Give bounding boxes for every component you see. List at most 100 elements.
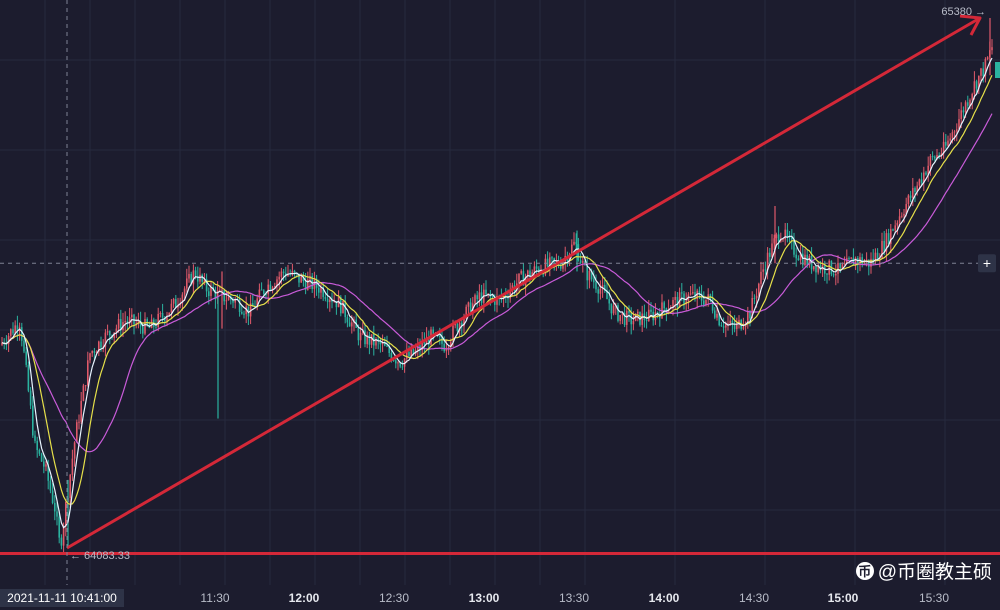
candle-body-436 (960, 110, 962, 120)
candle-body-287 (632, 320, 635, 325)
candle-body-53 (117, 319, 120, 329)
candle-body-14 (32, 405, 34, 436)
candle-body-101 (223, 290, 225, 302)
candle-body-136 (300, 276, 302, 283)
candle-body-2 (5, 344, 8, 346)
candle-body-236 (520, 271, 522, 274)
candle-body-159 (351, 322, 353, 327)
candle-body-320 (705, 299, 707, 305)
candle-body-147 (324, 297, 327, 299)
candle-body-90 (199, 274, 201, 282)
candle-body-294 (648, 309, 650, 321)
candle-body-116 (256, 298, 258, 308)
crosshair-time-text: 2021-11-11 10:41:00 (7, 591, 117, 605)
candle-body-157 (346, 317, 349, 323)
candle-body-31 (69, 474, 71, 498)
candle-body-68 (150, 319, 153, 328)
candle-body-3 (7, 335, 10, 345)
candle-body-26 (58, 516, 60, 538)
candle-body-437 (962, 110, 965, 113)
candle-body-424 (934, 156, 936, 159)
candle-body-202 (445, 348, 448, 352)
candle-body-247 (544, 258, 547, 275)
candle-body-231 (509, 291, 511, 299)
candle-body-95 (210, 287, 212, 296)
watermark-text: @币圈教主硕 (877, 562, 992, 583)
plus-icon-bg (978, 254, 996, 273)
candle-body-394 (868, 259, 870, 267)
candle-body-431 (949, 138, 951, 141)
candle-body-89 (197, 276, 199, 282)
candle-body-85 (188, 273, 190, 279)
candle-body-209 (461, 322, 463, 327)
candle-body-412 (907, 195, 910, 205)
candle-body-137 (302, 276, 305, 282)
ma-slow-line (1, 113, 993, 453)
candle-body-291 (641, 313, 643, 325)
candle-body-121 (267, 284, 269, 295)
crosshair: + (0, 0, 996, 585)
candle-body-367 (808, 255, 811, 265)
candle-body-369 (813, 266, 815, 270)
candle-body-166 (366, 334, 368, 345)
candle-body-44 (98, 341, 100, 352)
candle-body-274 (604, 284, 606, 291)
candle-body-204 (450, 341, 452, 348)
candle-body-388 (854, 257, 857, 265)
candle-body-19 (43, 461, 45, 467)
candle-body-58 (128, 317, 131, 323)
candle-body-337 (742, 326, 745, 329)
candle-body-445 (980, 68, 982, 76)
candle-body-428 (942, 141, 945, 154)
candle-body-208 (458, 322, 461, 331)
candle-body-250 (551, 257, 553, 259)
candle-body-448 (986, 57, 989, 59)
candle-body-419 (923, 172, 925, 183)
candle-body-184 (406, 352, 408, 359)
candle-body-396 (872, 258, 874, 262)
candle-body-199 (439, 336, 441, 338)
candle-body-370 (815, 266, 817, 273)
candle-body-363 (799, 253, 802, 261)
candle-body-120 (265, 293, 267, 295)
candle-body-266 (586, 265, 588, 281)
candle-body-275 (606, 290, 608, 300)
candle-body-324 (714, 310, 716, 318)
candle-body-249 (549, 257, 551, 267)
candle-body-421 (927, 165, 929, 175)
candle-body-43 (95, 351, 98, 353)
candle-body-174 (384, 343, 386, 346)
candle-body-400 (881, 241, 883, 258)
candle-body-402 (885, 233, 888, 252)
candle-body-416 (916, 185, 918, 192)
candle-body-52 (115, 328, 118, 333)
candle-body-40 (89, 353, 91, 361)
candle-body-82 (181, 294, 184, 304)
candle-body-360 (793, 239, 795, 255)
candle-body-150 (331, 299, 333, 302)
candle-body-413 (909, 195, 912, 198)
candle-body-422 (929, 156, 932, 166)
candle-body-401 (883, 241, 885, 252)
candle-body-293 (645, 319, 648, 321)
candle-body-106 (234, 299, 236, 303)
candle-body-49 (109, 331, 111, 336)
candle-body-230 (507, 297, 509, 299)
candle-body-244 (538, 268, 540, 273)
x-tick-label-7: 15:00 (828, 591, 859, 605)
candle-body-133 (293, 270, 296, 273)
candle-body-74 (164, 317, 166, 321)
candle-body-438 (964, 102, 967, 113)
candle-body-123 (271, 287, 274, 291)
candle-body-192 (423, 341, 426, 345)
candle-body-9 (21, 327, 23, 341)
candle-body-382 (841, 264, 844, 269)
candle-body-418 (920, 179, 923, 183)
candle-body-417 (918, 179, 921, 186)
candle-body-207 (456, 324, 459, 331)
candle-body-309 (681, 292, 683, 294)
candle-body-92 (203, 279, 206, 282)
candle-body-259 (571, 244, 573, 255)
candle-body-151 (333, 301, 335, 303)
